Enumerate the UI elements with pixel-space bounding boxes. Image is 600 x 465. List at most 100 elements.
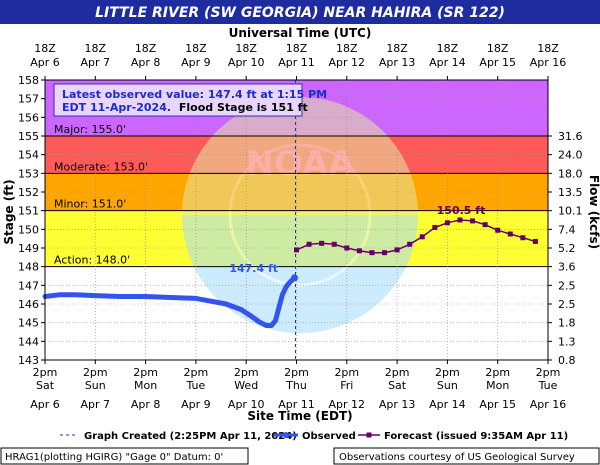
forecast-point [419,234,425,240]
band-label-major: Major: 155.0' [54,123,126,136]
top-tick-date: Apr 13 [379,56,416,69]
x-tick-day: Mon [486,379,509,392]
forecast-point [356,248,362,254]
bottom-axis-title: Site Time (EDT) [247,409,352,423]
y-tick-label: 151 [18,205,39,218]
top-tick-date: Apr 12 [329,56,366,69]
y-tick-label: 149 [18,242,39,255]
y2-tick-label: 18.0 [558,167,583,180]
x-tick-time: 2pm [536,366,561,379]
top-tick-time: 18Z [286,42,308,55]
observed-latest-point [290,274,298,282]
x-tick-date: Apr 13 [379,398,416,411]
forecast-point [532,238,538,244]
flood-category-labels: Major: 155.0' Moderate: 153.0' Minor: 151.… [54,123,148,267]
top-tick-date: Apr 15 [479,56,516,69]
forecast-peak-label: 150.5 ft [437,204,486,217]
latest-observation-date: EDT 11-Apr-2024. [62,101,171,114]
y2-tick-label: 24.0 [558,149,583,162]
forecast-point [482,222,488,228]
legend-observed-marker [283,432,289,438]
x-tick-time: 2pm [83,366,108,379]
watermark-inner-circle [228,143,372,287]
top-tick-time: 18Z [336,42,358,55]
forecast-point [369,250,375,256]
x-tick-day: Sat [36,379,55,392]
latest-observation-line1: Latest observed value: 147.4 ft at 1:15 … [62,88,327,101]
x-tick-date: Apr 8 [131,398,161,411]
y2-tick-label: 10.1 [558,205,583,218]
x-tick-day: Tue [186,379,206,392]
y-tick-label: 155 [18,130,39,143]
latest-observation-box [53,83,303,117]
y-tick-label: 143 [18,354,39,367]
x-tick-time: 2pm [133,366,158,379]
forecast-point [319,240,325,246]
watermark-noaa-letters: NOAA [245,144,355,184]
y-axis-label: Stage (ft) [2,179,16,244]
forecast-point [444,220,450,226]
forecast-point [507,231,513,237]
forecast-point [457,217,463,223]
x-tick-day: Tue [538,379,558,392]
y-tick-label: 156 [18,111,39,124]
footer-left-box [0,447,249,465]
title-bar [0,0,600,24]
forecast-point [470,218,476,224]
legend-observed-label: Observed [302,431,356,442]
series-layer [42,217,538,328]
x-tick-time: 2pm [33,366,58,379]
y2-tick-label: 31.6 [558,130,583,143]
x-tick-time: 2pm [435,366,460,379]
forecast-point [382,250,388,256]
footer-left-text: HRAG1(plotting HGIRG) "Gage 0" Datum: 0' [5,452,223,463]
x-tick-day: Sun [85,379,106,392]
top-tick-time: 18Z [386,42,408,55]
forecast-point [394,247,400,253]
y-tick-label: 145 [18,317,39,330]
watermark-lower-half [182,215,418,333]
x-tick-date: Apr 7 [81,398,111,411]
forecast-point [520,235,526,241]
y-tick-label: 154 [18,149,39,162]
x-tick-time: 2pm [184,366,209,379]
top-tick-time: 18Z [34,42,56,55]
x-tick-day: Fri [340,379,353,392]
y-tick-label: 153 [18,167,39,180]
x-tick-time: 2pm [284,366,309,379]
forecast-point [294,247,299,253]
forecast-point [495,227,501,233]
x-tick-date: Apr 10 [228,398,265,411]
y-tick-label: 146 [18,298,39,311]
forecast-point [407,241,413,247]
footer-right-box [333,447,600,465]
top-tick-date: Apr 11 [278,56,315,69]
top-axis-title: Universal Time (UTC) [229,26,372,40]
x-tick-day: Wed [234,379,258,392]
legend: Graph Created (2:25PM Apr 11, 2024) Obse… [60,431,568,442]
y2-tick-label: 7.4 [558,223,576,236]
forecast-point [344,245,350,251]
top-tick-time: 18Z [235,42,257,55]
left-axis-ticks: 143 144 145 146 147 148 149 150 151 152 153 154 155 1… [18,74,45,367]
legend-forecast-marker [366,432,372,438]
top-tick-time: 18Z [135,42,157,55]
legend-forecast-label: Forecast (issued 9:35AM Apr 11) [384,431,568,442]
y2-tick-label: 1.8 [558,317,576,330]
y2-axis-label: Flow (kcfs) [587,175,600,249]
x-tick-time: 2pm [385,366,410,379]
top-tick-time: 18Z [437,42,459,55]
top-tick-time: 18Z [537,42,559,55]
y-tick-label: 144 [18,335,39,348]
top-tick-time: 18Z [487,42,509,55]
y-tick-label: 147 [18,279,39,292]
top-tick-date: Apr 7 [81,56,111,69]
right-axis-ticks: 0.8 1.3 1.8 2.5 2.5 3.6 5.2 7.4 10.1 13.5 18.0 24.0… [548,130,583,367]
x-tick-date: Apr 6 [30,398,60,411]
top-tick-date: Apr 8 [131,56,161,69]
band-label-action: Action: 148.0' [54,254,130,267]
x-tick-day: Sun [437,379,458,392]
